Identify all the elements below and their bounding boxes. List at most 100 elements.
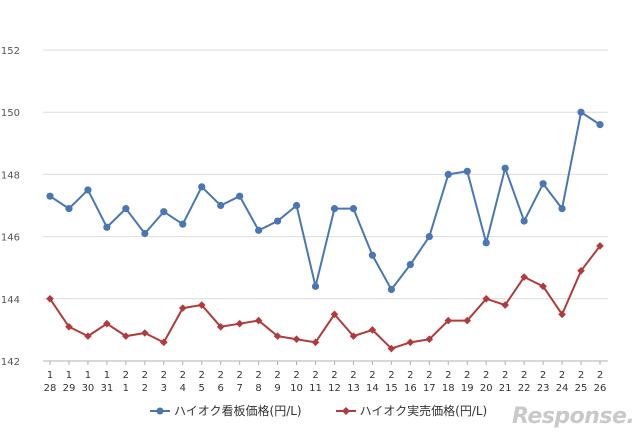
x-tick-label-day: 6 <box>218 383 224 394</box>
data-point <box>84 332 92 340</box>
y-tick-label: 144 <box>1 295 20 306</box>
data-point <box>160 208 168 216</box>
data-point <box>482 239 490 247</box>
x-tick-label-day: 25 <box>575 383 588 394</box>
data-point <box>217 201 225 210</box>
data-point <box>292 201 301 210</box>
x-tick-label-day: 9 <box>274 383 280 394</box>
series-line-2 <box>49 245 601 350</box>
data-point <box>463 316 472 325</box>
data-point <box>330 310 339 319</box>
data-point <box>368 251 377 259</box>
data-point <box>520 217 528 225</box>
data-point <box>539 180 547 188</box>
data-point <box>103 223 111 231</box>
x-tick-label-month: 2 <box>199 370 205 381</box>
x-tick-label-month: 2 <box>597 370 603 381</box>
data-point <box>596 242 604 250</box>
x-tick-label-day: 10 <box>290 383 303 394</box>
x-tick-label-month: 2 <box>274 370 280 381</box>
x-tick-label-month: 1 <box>104 370 110 381</box>
data-point <box>122 332 130 340</box>
x-tick-label-day: 29 <box>63 383 76 394</box>
y-tick-label: 152 <box>1 46 20 57</box>
x-tick-label-day: 23 <box>537 383 550 394</box>
data-point <box>103 319 111 328</box>
data-point <box>406 338 415 347</box>
x-tick-label-day: 4 <box>180 383 186 394</box>
x-tick-label-day: 26 <box>594 383 607 394</box>
data-point <box>216 322 225 331</box>
x-tick-label-month: 2 <box>578 370 584 381</box>
x-tick-label-day: 2 <box>142 383 148 394</box>
y-tick-label: 142 <box>1 357 20 368</box>
data-point <box>596 121 604 129</box>
data-point <box>236 192 244 200</box>
x-tick-label-month: 2 <box>236 370 242 381</box>
data-point <box>558 205 566 213</box>
data-point <box>141 229 149 238</box>
legend-label-2: ハイオク実売価格(円/L) <box>359 404 488 418</box>
x-tick-label-day: 21 <box>499 383 512 394</box>
data-point <box>425 233 433 241</box>
x-tick-label-month: 2 <box>521 370 527 381</box>
x-tick-label-day: 11 <box>309 383 322 394</box>
data-point <box>349 205 358 213</box>
series-line-1 <box>49 111 601 291</box>
x-tick-label-day: 18 <box>442 383 455 394</box>
data-point <box>444 170 452 178</box>
data-point <box>406 260 414 269</box>
y-tick-label: 148 <box>1 170 20 181</box>
x-tick-label-month: 2 <box>142 370 148 381</box>
x-tick-label-day: 22 <box>518 383 531 394</box>
x-tick-label-day: 17 <box>423 383 436 394</box>
data-point <box>178 304 187 312</box>
x-tick-label-day: 14 <box>366 383 379 394</box>
response-logo: Response. <box>512 404 635 429</box>
data-point <box>141 329 149 337</box>
data-point <box>255 226 263 234</box>
data-point <box>235 319 244 328</box>
diamond-marker-icon <box>335 406 356 415</box>
data-point <box>330 205 339 213</box>
legend-item-1[interactable]: ハイオク看板価格(円/L) <box>150 402 302 419</box>
data-point <box>311 282 320 290</box>
data-point <box>46 192 54 200</box>
data-point <box>197 301 206 309</box>
data-point <box>84 186 92 194</box>
x-tick-label-month: 2 <box>180 370 186 381</box>
y-tick-label: 150 <box>1 108 20 119</box>
x-tick-label-month: 2 <box>123 370 129 381</box>
x-tick-label-month: 2 <box>407 370 413 381</box>
y-tick-label: 146 <box>1 233 20 244</box>
x-tick-label-day: 5 <box>199 383 205 394</box>
data-point <box>558 310 566 319</box>
x-tick-label-day: 28 <box>44 383 57 394</box>
x-tick-label-month: 1 <box>66 370 72 381</box>
x-tick-label-day: 30 <box>82 383 95 394</box>
x-tick-label-day: 15 <box>385 383 398 394</box>
data-point <box>520 273 528 281</box>
x-tick-label-month: 2 <box>559 370 565 381</box>
x-tick-label-day: 8 <box>255 383 261 394</box>
legend-item-2[interactable]: ハイオク実売価格(円/L) <box>335 402 488 419</box>
x-tick-label-month: 1 <box>47 370 53 381</box>
grid-lines <box>43 49 608 362</box>
x-tick-label-month: 2 <box>369 370 375 381</box>
data-point <box>254 316 263 325</box>
data-point <box>387 344 396 353</box>
x-tick-label-month: 2 <box>255 370 261 381</box>
data-point <box>501 301 509 309</box>
x-tick-label-day: 31 <box>101 383 114 394</box>
data-point <box>444 316 453 325</box>
x-tick-label-month: 2 <box>218 370 224 381</box>
x-tick-label-month: 2 <box>464 370 470 381</box>
data-point <box>292 335 301 344</box>
data-point <box>46 295 54 303</box>
x-tick-label-day: 1 <box>123 383 129 394</box>
data-point <box>425 335 434 344</box>
x-tick-label-day: 12 <box>328 383 341 394</box>
data-point <box>65 205 73 213</box>
data-point <box>198 183 206 191</box>
